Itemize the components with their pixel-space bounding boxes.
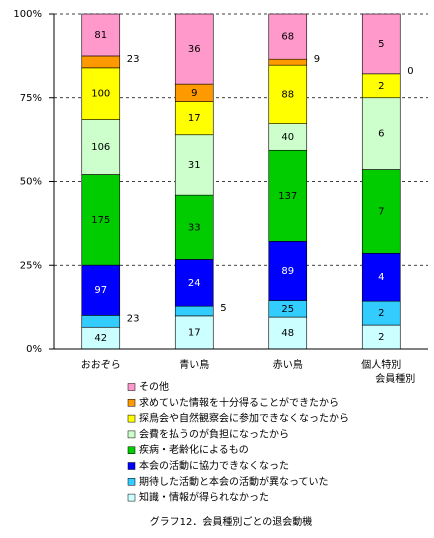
legend-swatch: [127, 414, 136, 423]
bar-segment: [81, 13, 121, 57]
value-label: 17: [188, 327, 201, 338]
value-label: 100: [91, 89, 110, 100]
bar-segment: [174, 134, 214, 196]
y-tick-label: 0%: [26, 344, 42, 355]
bar-segment: [268, 13, 308, 60]
y-tick-label: 50%: [20, 177, 42, 188]
value-label: 23: [127, 54, 140, 65]
value-label: 9: [314, 54, 320, 65]
bar-segment: [268, 316, 308, 350]
bar-segment: [81, 264, 121, 316]
value-label: 36: [188, 44, 201, 55]
value-label: 97: [94, 285, 107, 296]
bar-segment: [81, 67, 121, 120]
legend-label: 会費を払うのが負担になったから: [139, 427, 289, 440]
bar-segment: [81, 315, 121, 328]
legend-swatch: [127, 446, 136, 454]
chart-title: グラフ12．会員種別ごとの退会動機: [150, 515, 313, 528]
legend-label: 本会の活動に協力できなくなった: [139, 459, 289, 472]
bar-segment: [81, 174, 121, 266]
legend-label: 期待した活動と本会の活動が異なっていた: [139, 475, 329, 488]
x-tick-label: 青い鳥: [179, 358, 209, 371]
legend-label: 求めていた情報を十分得ることができたから: [139, 396, 339, 409]
x-tick-label: おおぞら: [81, 359, 121, 371]
legend-swatch: [127, 383, 136, 391]
bar-segment: [268, 58, 308, 66]
bar-segment: [81, 119, 121, 175]
value-label: 6: [378, 129, 384, 140]
value-label: 0: [407, 66, 413, 77]
bar-segment: [268, 123, 308, 151]
value-label: 88: [281, 89, 294, 100]
value-label: 48: [281, 328, 294, 339]
x-axis-label: 会員種別: [375, 372, 415, 385]
value-label: 25: [281, 304, 294, 315]
value-label: 2: [378, 308, 384, 319]
value-label: 175: [91, 215, 110, 226]
x-tick-label: 個人特別: [361, 358, 401, 371]
x-tick-label: 赤い鳥: [273, 358, 303, 371]
legend-swatch: [127, 493, 136, 502]
legend-swatch: [127, 462, 136, 470]
legend-label: その他: [139, 380, 169, 393]
value-label: 2: [378, 81, 384, 92]
value-label: 42: [94, 333, 107, 344]
value-label: 5: [220, 303, 226, 314]
bar-segment: [361, 97, 401, 170]
legend-swatch: [127, 430, 136, 439]
y-tick-label: 100%: [13, 9, 42, 20]
bar-segment: [174, 13, 214, 85]
legend-swatch: [127, 478, 136, 486]
value-label: 33: [188, 222, 201, 233]
bar-segment: [361, 13, 401, 75]
bar-segment: [174, 259, 214, 307]
value-label: 81: [94, 30, 107, 41]
value-label: 137: [278, 191, 297, 202]
legend-label: 探鳥会や自然観察会に参加できなくなったから: [139, 412, 349, 425]
bar-segment: [81, 55, 121, 69]
legend-label: 疾病・老齢化によるもの: [139, 443, 249, 456]
value-label: 7: [378, 206, 384, 217]
bar-segment: [174, 101, 214, 136]
y-tick-label: 25%: [20, 260, 42, 271]
value-label: 5: [378, 39, 384, 50]
value-label: 24: [188, 278, 201, 289]
value-label: 4: [378, 272, 384, 283]
value-label: 40: [281, 132, 294, 143]
value-label: 31: [188, 160, 201, 171]
value-label: 9: [191, 88, 197, 99]
bar-segment: [174, 305, 214, 317]
value-label: 2: [378, 332, 384, 343]
bar-segment: [361, 252, 401, 302]
value-label: 68: [281, 32, 294, 43]
bar-segment: [268, 64, 308, 124]
value-label: 106: [91, 142, 110, 153]
value-label: 17: [188, 113, 201, 124]
legend-label: 知識・情報が得られなかった: [139, 491, 269, 504]
value-label: 23: [127, 313, 140, 324]
legend-swatch: [127, 399, 136, 407]
value-label: 89: [281, 266, 294, 277]
y-tick-label: 75%: [20, 93, 42, 104]
